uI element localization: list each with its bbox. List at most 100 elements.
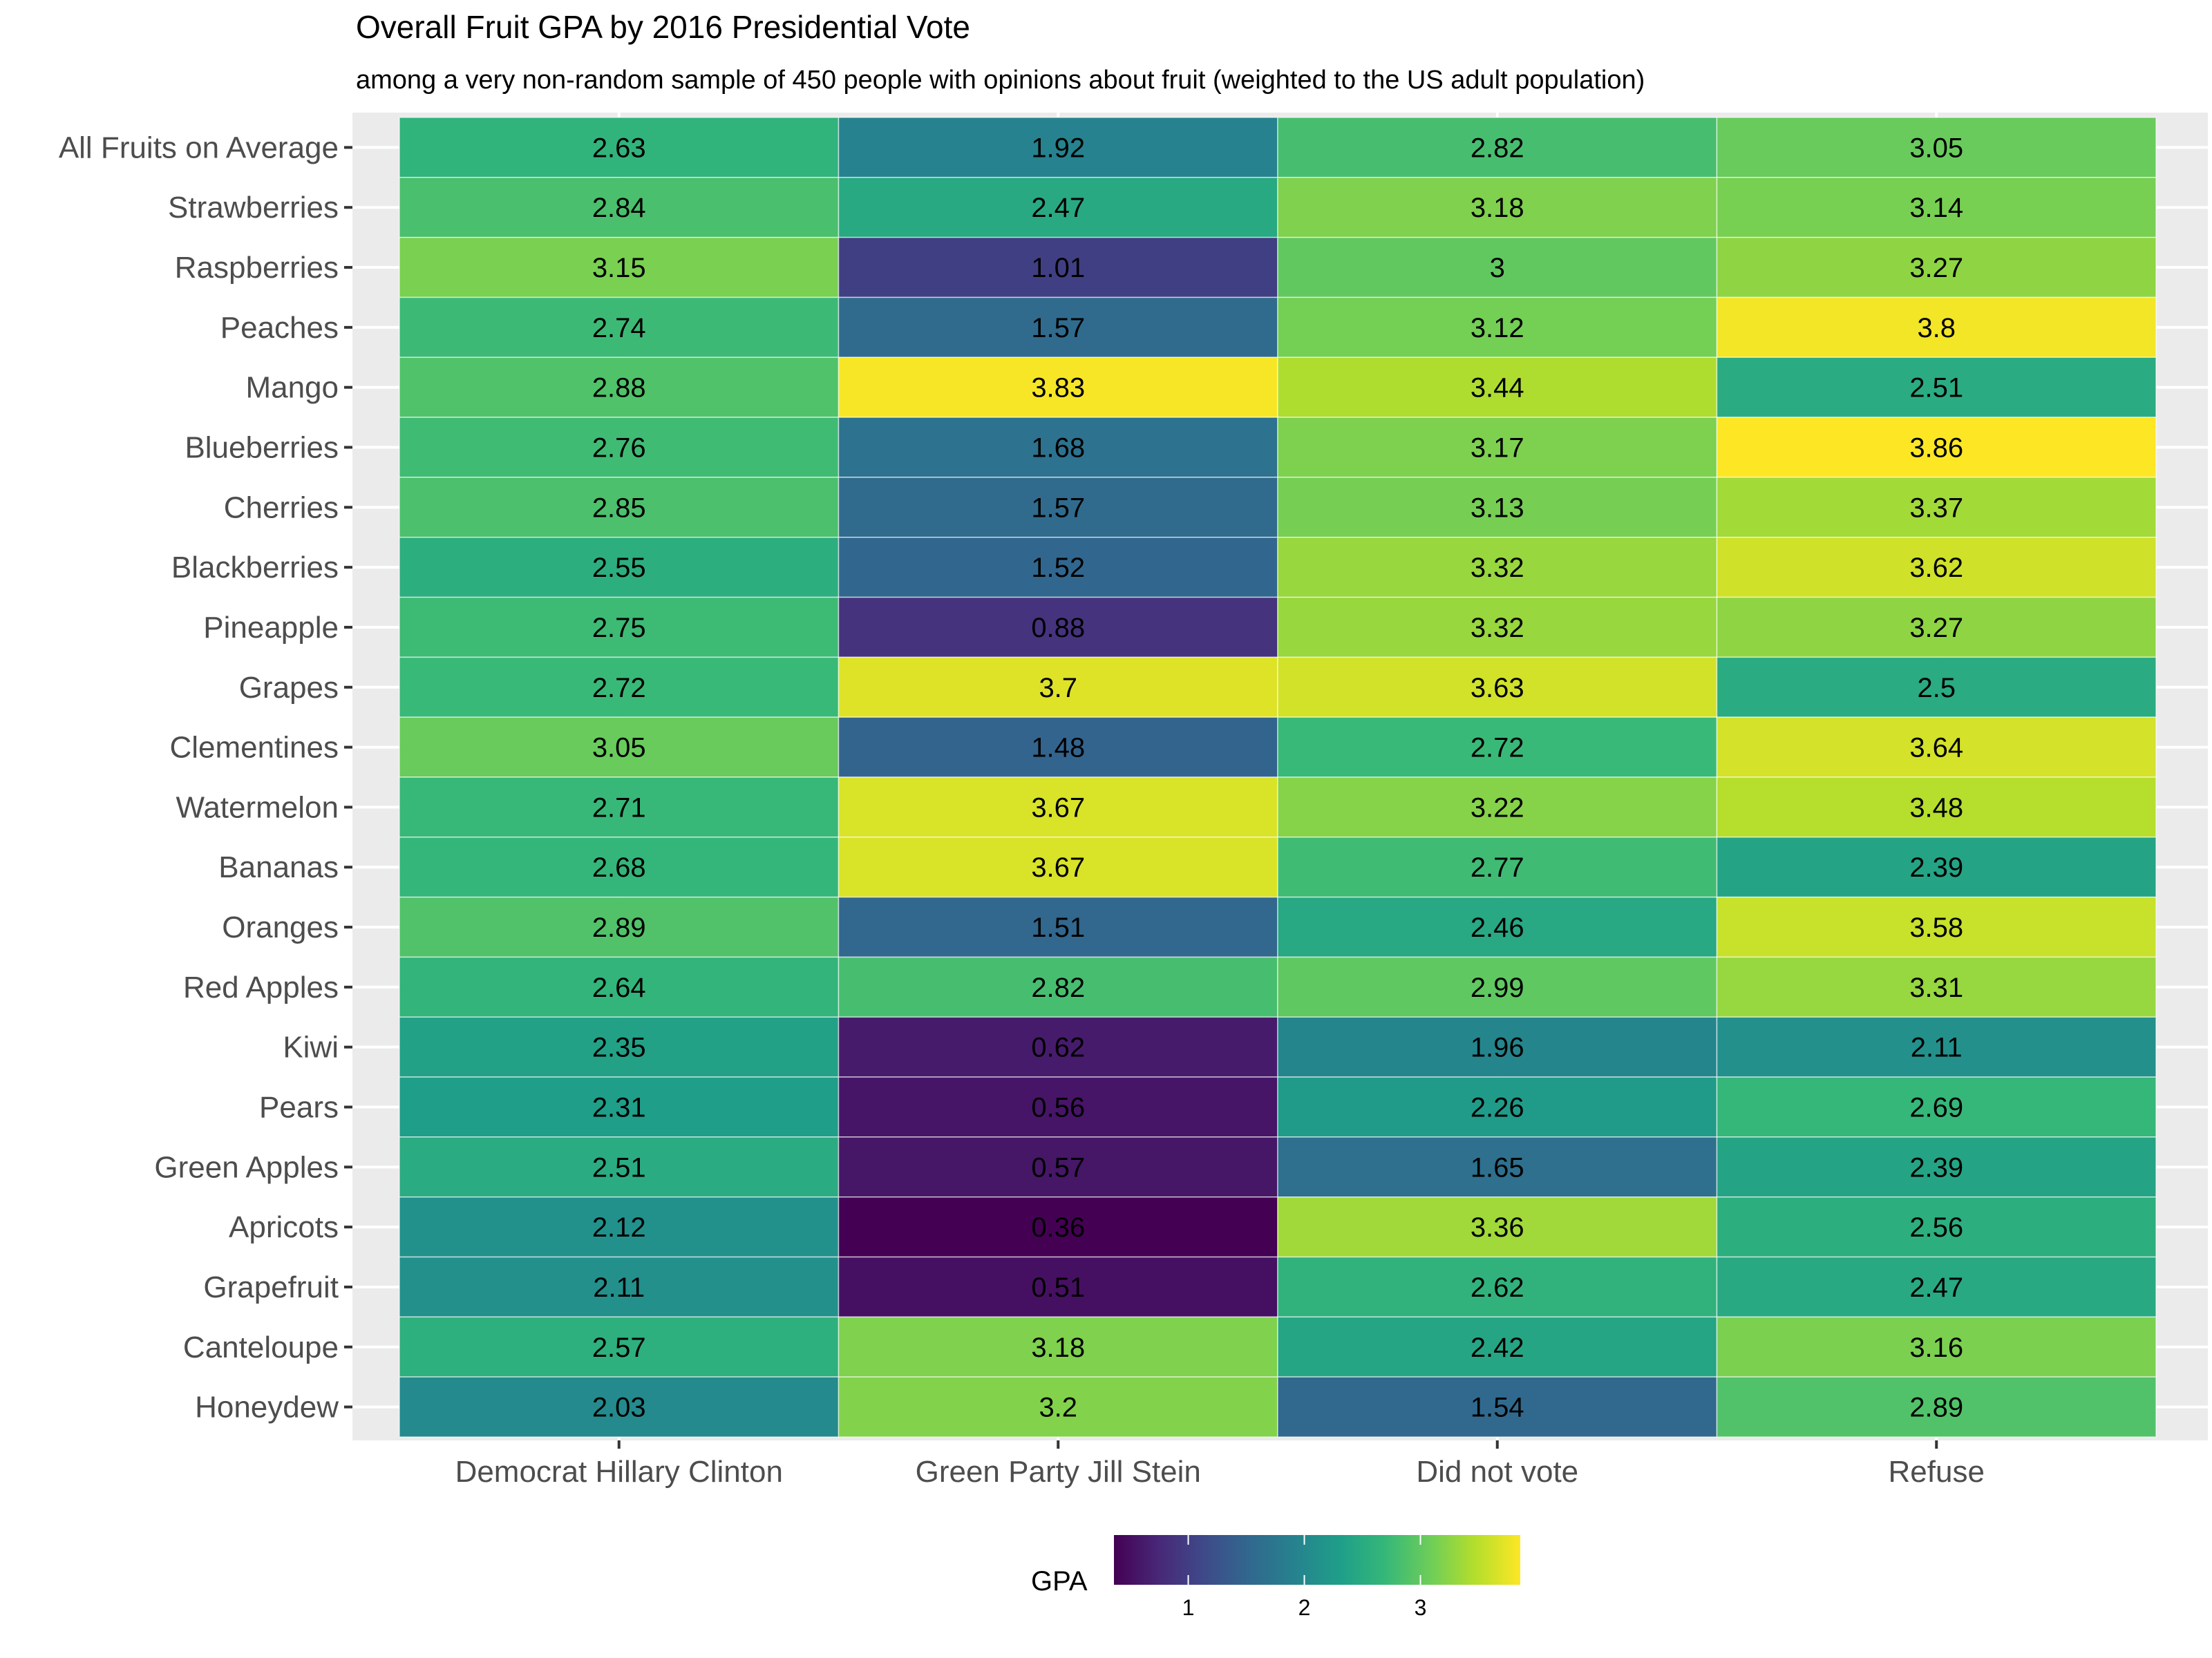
cell-value-label: 0.88 (1031, 613, 1085, 643)
cell-value-label: 2.39 (1909, 852, 1963, 883)
cell-value-label: 3.58 (1909, 913, 1963, 943)
cell-value-label: 2.62 (1471, 1273, 1524, 1303)
heatmap-tile (399, 596, 840, 658)
cell-value-label: 0.62 (1031, 1033, 1085, 1063)
heatmap-tile (1277, 417, 1718, 478)
heatmap-tile (1716, 837, 2157, 898)
color-legend: GPA 1 2 3 (1031, 1535, 1520, 1620)
cell-value-label: 3 (1490, 253, 1505, 283)
heatmap-tile (399, 956, 840, 1018)
cell-value-label: 2.11 (593, 1273, 645, 1303)
cell-value-label: 3.22 (1471, 792, 1524, 823)
cell-value-label: 1.68 (1031, 433, 1085, 464)
heatmap-tile (1277, 1256, 1718, 1318)
cell-value-label: 0.51 (1031, 1273, 1085, 1303)
heatmap-tile (1716, 296, 2157, 359)
cell-value-label: 2.26 (1471, 1093, 1524, 1123)
cell-value-label: 3.67 (1031, 852, 1085, 883)
heatmap-tile (1716, 1136, 2157, 1198)
cell-value-label: 1.57 (1031, 493, 1085, 523)
y-tick-label: Blueberries (185, 431, 339, 465)
heatmap-tile (838, 236, 1278, 298)
legend-tick-label: 1 (1182, 1595, 1195, 1620)
heatmap-tile (399, 1376, 840, 1438)
cell-value-label: 0.57 (1031, 1152, 1085, 1183)
cell-value-label: 3.05 (1909, 133, 1963, 163)
cell-value-label: 2.77 (1471, 852, 1524, 883)
heatmap-tile (1716, 117, 2157, 178)
cell-value-label: 2.72 (592, 673, 646, 703)
cell-value-label: 1.52 (1031, 553, 1085, 583)
cell-value-label: 2.5 (1917, 673, 1956, 703)
cell-value-label: 3.32 (1471, 613, 1524, 643)
heatmap-tile (1277, 477, 1718, 538)
cell-value-label: 3.12 (1471, 313, 1524, 343)
heatmap-tile (399, 1016, 840, 1078)
y-tick-label: Strawberries (168, 191, 339, 225)
legend-tick-label: 2 (1298, 1595, 1311, 1620)
heatmap-tile (838, 536, 1278, 598)
heatmap-tile (838, 776, 1278, 838)
heatmap-tile (399, 536, 840, 598)
cell-labels: 2.63 1.92 2.82 3.05 2.84 2.47 3.18 3.14 3.15 1.01… (592, 133, 1963, 1422)
heatmap-tile (838, 1196, 1278, 1258)
cell-value-label: 2.74 (592, 313, 646, 343)
cell-value-label: 2.03 (592, 1393, 646, 1423)
heatmap-tile (1277, 1316, 1718, 1378)
heatmap-tile (1716, 1196, 2157, 1258)
heatmap-tile (399, 296, 840, 359)
cell-value-label: 3.83 (1031, 373, 1085, 403)
cell-value-label: 3.13 (1471, 493, 1524, 523)
y-tick-label: Green Apples (154, 1150, 339, 1184)
y-tick-label: Mango (245, 371, 339, 405)
cell-value-label: 1.48 (1031, 733, 1085, 763)
y-axis: All Fruits on Average Strawberries Raspber… (59, 131, 352, 1424)
heatmap-tile (399, 776, 840, 838)
x-tick-label: Refuse (1889, 1455, 1985, 1489)
cell-value-label: 3.62 (1909, 553, 1963, 583)
cell-value-label: 2.99 (1471, 973, 1524, 1003)
heatmap-tile (838, 356, 1278, 418)
cell-value-label: 3.44 (1471, 373, 1524, 403)
cell-value-label: 1.51 (1031, 913, 1085, 943)
cell-value-label: 2.68 (592, 852, 646, 883)
cell-value-label: 3.48 (1909, 792, 1963, 823)
heatmap-tile (399, 896, 840, 958)
heatmap-tile (1277, 117, 1718, 178)
heatmap-tile (838, 896, 1278, 958)
cell-value-label: 3.64 (1909, 733, 1963, 763)
heatmap-tile (1716, 177, 2157, 238)
cell-value-label: 3.67 (1031, 792, 1085, 823)
legend-ticks: 1 2 3 (1182, 1535, 1426, 1620)
cell-value-label: 2.85 (592, 493, 646, 523)
heatmap-tile (1716, 417, 2157, 478)
heatmap-tile (1277, 956, 1718, 1018)
y-tick-label: Canteloupe (183, 1331, 339, 1364)
cell-value-label: 2.51 (1909, 373, 1963, 403)
heatmap-tile (1277, 1136, 1718, 1198)
heatmap-tile (1716, 1256, 2157, 1318)
heatmap-tile (1716, 656, 2157, 718)
cell-value-label: 3.18 (1471, 193, 1524, 223)
heatmap-tile (399, 1196, 840, 1258)
cell-value-label: 2.82 (1031, 973, 1085, 1003)
cell-value-label: 2.84 (592, 193, 646, 223)
y-tick-label: Honeydew (195, 1391, 339, 1424)
heatmap-tile (1277, 656, 1718, 718)
heatmap-tile (1716, 1076, 2157, 1138)
cell-value-label: 3.32 (1471, 553, 1524, 583)
chart-subtitle: among a very non-random sample of 450 pe… (356, 66, 1645, 95)
y-tick-label: Peaches (220, 311, 339, 345)
cell-value-label: 0.56 (1031, 1093, 1085, 1123)
heatmap-tile (838, 1136, 1278, 1198)
heatmap-tile (1277, 1196, 1718, 1258)
cell-value-label: 2.76 (592, 433, 646, 464)
cell-value-label: 3.27 (1909, 613, 1963, 643)
cell-value-label: 2.88 (592, 373, 646, 403)
cell-value-label: 2.82 (1471, 133, 1524, 163)
x-tick-label: Democrat Hillary Clinton (455, 1455, 783, 1489)
cell-value-label: 1.54 (1471, 1393, 1524, 1423)
heatmap-tile (838, 177, 1278, 238)
cell-value-label: 2.64 (592, 973, 646, 1003)
cell-value-label: 3.63 (1471, 673, 1524, 703)
